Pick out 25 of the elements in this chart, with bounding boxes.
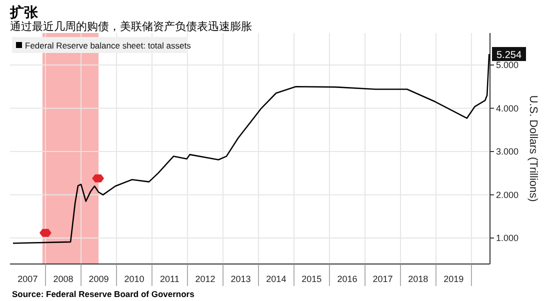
source-note: Source: Federal Reserve Board of Governors bbox=[12, 289, 195, 299]
chart-title: 扩张 bbox=[9, 4, 39, 20]
x-tick-label: 2012 bbox=[195, 274, 216, 284]
y-tick-label: 1.000 bbox=[496, 233, 519, 244]
y-tick-label: 3.000 bbox=[496, 146, 519, 157]
x-tick-label: 2008 bbox=[53, 274, 74, 284]
x-tick-label: 2016 bbox=[337, 274, 358, 284]
x-tick-label: 2015 bbox=[302, 274, 322, 284]
y-tick-label: 4.000 bbox=[496, 103, 519, 114]
x-tick-label: 2014 bbox=[266, 274, 286, 284]
y-tick-label: 2.000 bbox=[496, 190, 519, 200]
x-tick-label: 2019 bbox=[444, 274, 464, 284]
x-tick-label: 2013 bbox=[230, 274, 251, 284]
x-tick-label: 2017 bbox=[372, 274, 393, 284]
annotation: 5.254 bbox=[496, 50, 522, 62]
x-tick-label: 2009 bbox=[88, 274, 109, 284]
x-tick-label: 2007 bbox=[18, 274, 38, 284]
x-tick-label: 2010 bbox=[124, 274, 144, 284]
legend-label: Federal Reserve balance sheet: total assets bbox=[25, 40, 191, 50]
line-series bbox=[12, 53, 490, 244]
x-tick-label: 2018 bbox=[408, 274, 428, 284]
x-tick-label: 2011 bbox=[160, 274, 180, 284]
y-axis-title: U.S. Dollars (Trillions) bbox=[527, 95, 539, 202]
chart-subtitle: 通过最近几周的购债，美联储资产负债表迅速膨胀 bbox=[10, 20, 252, 33]
y-tick-label: 5.000 bbox=[496, 60, 519, 70]
